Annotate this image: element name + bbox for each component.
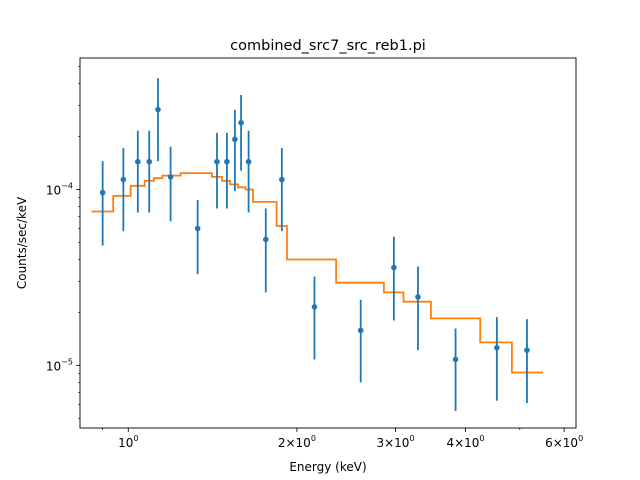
data-point [167, 174, 174, 180]
y-axis-label: Counts/sec/keV [15, 196, 29, 289]
data-point [214, 158, 220, 165]
data-point [120, 176, 127, 183]
data-point [279, 176, 285, 183]
data-point [155, 106, 161, 113]
y-axis-ticks: 10−5 10−4 [46, 66, 80, 419]
x-axis-ticks: 100 2×100 3×100 4×100 6×100 [102, 428, 583, 450]
data-point [415, 294, 421, 300]
data-point [391, 264, 397, 271]
x-tick-label: 3×100 [376, 434, 414, 450]
data-layer [99, 78, 530, 411]
model-layer [91, 172, 543, 374]
data-point [224, 158, 230, 165]
data-point [524, 347, 530, 353]
x-axis-label: Energy (keV) [289, 460, 366, 474]
x-tick-label: 100 [118, 434, 138, 450]
plot-frame [79, 57, 577, 429]
x-tick-label: 4×100 [446, 434, 484, 450]
y-tick-label: 10−4 [46, 182, 73, 198]
model-step-line [91, 172, 543, 374]
data-point [494, 344, 500, 351]
data-point [135, 158, 141, 165]
data-point [99, 189, 106, 196]
data-point [357, 327, 364, 334]
data-point [452, 356, 459, 363]
data-point [194, 225, 201, 232]
x-tick-label: 2×100 [278, 434, 316, 450]
y-tick-label: 10−5 [46, 357, 73, 373]
data-point [245, 158, 252, 165]
data-point [146, 158, 153, 165]
chart-title: combined_src7_src_reb1.pi [230, 38, 426, 54]
x-tick-label: 6×100 [545, 434, 583, 450]
data-point [311, 304, 318, 310]
plot-area [79, 57, 577, 429]
data-point [232, 136, 238, 143]
data-point [262, 236, 269, 243]
data-point [238, 119, 244, 126]
